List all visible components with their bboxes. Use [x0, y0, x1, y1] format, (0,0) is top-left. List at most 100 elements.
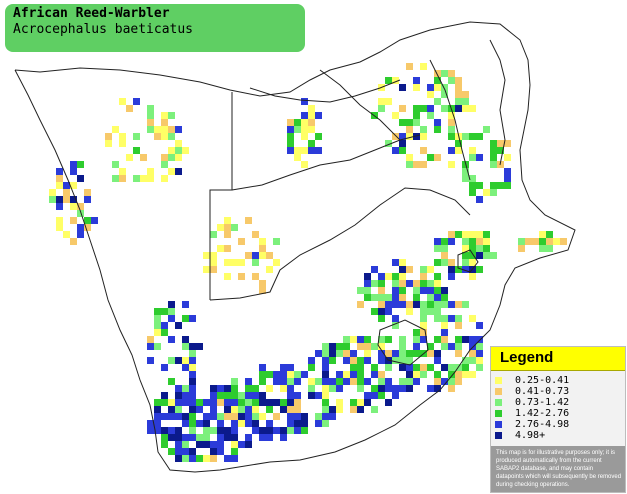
occurrence-cell — [322, 378, 329, 385]
occurrence-cell — [182, 413, 189, 420]
occurrence-cell — [413, 105, 420, 112]
occurrence-cell — [259, 399, 266, 406]
occurrence-cell — [378, 280, 385, 287]
occurrence-cell — [252, 273, 259, 280]
occurrence-cell — [455, 350, 462, 357]
occurrence-cell — [448, 147, 455, 154]
occurrence-cell — [469, 273, 476, 280]
occurrence-cell — [399, 105, 406, 112]
occurrence-cell — [301, 112, 308, 119]
occurrence-cell — [448, 133, 455, 140]
occurrence-cell — [364, 357, 371, 364]
occurrence-cell — [392, 259, 399, 266]
occurrence-cell — [287, 385, 294, 392]
occurrence-cell — [441, 287, 448, 294]
legend-item: 0.25-0.41 — [495, 375, 623, 386]
occurrence-cell — [329, 378, 336, 385]
occurrence-cell — [154, 406, 161, 413]
occurrence-cell — [175, 455, 182, 462]
occurrence-cell — [56, 203, 63, 210]
occurrence-cell — [371, 371, 378, 378]
occurrence-cell — [350, 336, 357, 343]
occurrence-cell — [287, 364, 294, 371]
occurrence-cell — [287, 399, 294, 406]
occurrence-cell — [217, 441, 224, 448]
occurrence-cell — [476, 245, 483, 252]
occurrence-cell — [77, 161, 84, 168]
occurrence-cell — [406, 126, 413, 133]
occurrence-cell — [175, 399, 182, 406]
occurrence-cell — [406, 350, 413, 357]
occurrence-cell — [189, 371, 196, 378]
occurrence-cell — [315, 133, 322, 140]
occurrence-cell — [294, 413, 301, 420]
occurrence-cell — [175, 147, 182, 154]
occurrence-cell — [546, 238, 553, 245]
occurrence-cell — [182, 441, 189, 448]
occurrence-cell — [462, 91, 469, 98]
occurrence-cell — [392, 301, 399, 308]
occurrence-cell — [322, 420, 329, 427]
occurrence-cell — [238, 238, 245, 245]
occurrence-cell — [420, 105, 427, 112]
occurrence-cell — [455, 343, 462, 350]
occurrence-cell — [378, 308, 385, 315]
occurrence-cell — [266, 406, 273, 413]
occurrence-cell — [420, 161, 427, 168]
occurrence-cell — [378, 294, 385, 301]
occurrence-cell — [469, 315, 476, 322]
occurrence-cell — [427, 385, 434, 392]
occurrence-cell — [350, 364, 357, 371]
legend-item: 0.41-0.73 — [495, 386, 623, 397]
occurrence-cell — [385, 364, 392, 371]
occurrence-cell — [105, 140, 112, 147]
occurrence-cell — [350, 357, 357, 364]
occurrence-cell — [399, 343, 406, 350]
occurrence-cell — [231, 406, 238, 413]
occurrence-cell — [420, 63, 427, 70]
occurrence-cell — [147, 119, 154, 126]
border-line — [457, 249, 479, 273]
occurrence-cell — [210, 427, 217, 434]
occurrence-cell — [343, 343, 350, 350]
occurrence-cell — [161, 175, 168, 182]
occurrence-cell — [77, 210, 84, 217]
occurrence-cell — [427, 294, 434, 301]
occurrence-cell — [490, 147, 497, 154]
occurrence-cell — [420, 329, 427, 336]
occurrence-cell — [210, 392, 217, 399]
occurrence-cell — [462, 364, 469, 371]
occurrence-cell — [287, 420, 294, 427]
occurrence-cell — [378, 301, 385, 308]
occurrence-cell — [182, 343, 189, 350]
occurrence-cell — [245, 392, 252, 399]
occurrence-cell — [252, 385, 259, 392]
occurrence-cell — [357, 287, 364, 294]
occurrence-cell — [91, 217, 98, 224]
occurrence-cell — [441, 259, 448, 266]
occurrence-cell — [189, 364, 196, 371]
occurrence-cell — [357, 399, 364, 406]
occurrence-cell — [301, 147, 308, 154]
occurrence-cell — [231, 420, 238, 427]
occurrence-cell — [196, 420, 203, 427]
occurrence-cell — [182, 147, 189, 154]
occurrence-cell — [56, 175, 63, 182]
occurrence-cell — [434, 245, 441, 252]
occurrence-cell — [378, 105, 385, 112]
occurrence-cell — [210, 441, 217, 448]
occurrence-cell — [546, 245, 553, 252]
occurrence-cell — [287, 406, 294, 413]
occurrence-cell — [175, 126, 182, 133]
occurrence-cell — [490, 182, 497, 189]
occurrence-cell — [483, 238, 490, 245]
occurrence-cell — [231, 434, 238, 441]
border-line — [209, 187, 471, 301]
occurrence-cell — [413, 364, 420, 371]
occurrence-cell — [63, 182, 70, 189]
occurrence-cell — [434, 336, 441, 343]
occurrence-cell — [224, 434, 231, 441]
occurrence-cell — [539, 231, 546, 238]
legend-header: Legend — [491, 347, 625, 371]
occurrence-cell — [413, 119, 420, 126]
